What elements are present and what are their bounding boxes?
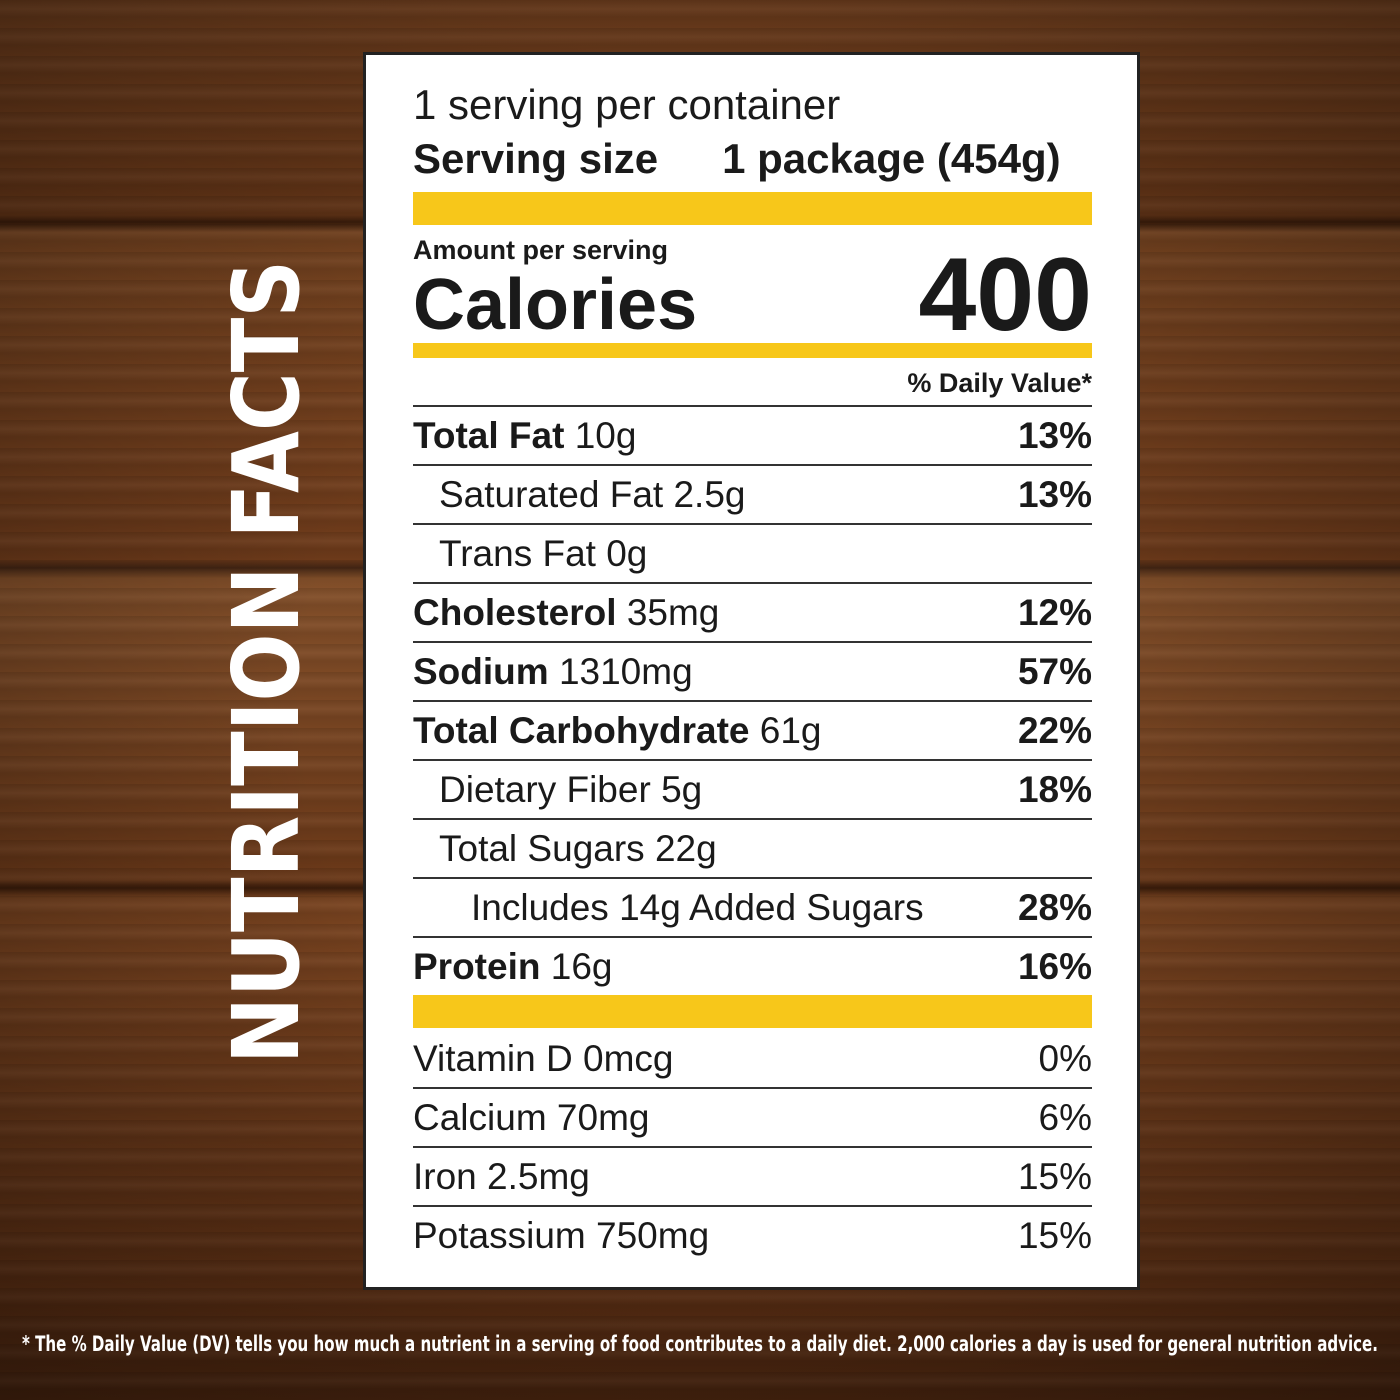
nutrient-dv: 18% [1017, 768, 1092, 810]
nutrition-label: 1 serving per container Serving size 1 p… [363, 52, 1140, 1290]
nutrient-name: Cholesterol [413, 591, 617, 633]
nutrient-name: Trans Fat [439, 532, 596, 574]
nutrient-amount: 35mg [626, 591, 720, 633]
servings: 1 serving per container [413, 81, 841, 128]
nutrient-row: Total Fat 10g 13% [413, 407, 1092, 466]
nutrient-amount: 2.5g [673, 473, 746, 515]
nutrient-name: Sodium [413, 650, 549, 692]
nutrient-amount: 5g [661, 768, 703, 810]
nutrient-row: Sodium 1310mg 57% [413, 643, 1092, 702]
vitamin-amount: 750mg [596, 1214, 710, 1256]
nutrient-dv: 12% [1017, 591, 1092, 633]
nutrient-row: Protein 16g 16% [413, 938, 1092, 995]
vitamin-name: Calcium [413, 1096, 547, 1138]
yellow-bar [413, 192, 1092, 225]
vitamin-dv: 0% [1038, 1037, 1092, 1079]
vitamin-name: Potassium [413, 1214, 586, 1256]
vitamin-name: Iron [413, 1155, 477, 1197]
nutrient-row: Trans Fat 0g [413, 525, 1092, 584]
nutrient-name: Total Fat [413, 414, 565, 456]
nutrient-dv: 16% [1017, 945, 1092, 987]
nutrient-name: Protein [413, 945, 541, 987]
amount-per-serving: Amount per serving [413, 235, 669, 265]
nutrient-dv: 13% [1017, 473, 1092, 515]
nutrient-name: Includes 14g Added Sugars [471, 886, 924, 928]
footnote: * The % Daily Value (DV) tells you how m… [22, 1332, 1378, 1356]
vitamin-row: Potassium 750mg 15% [413, 1207, 1092, 1264]
serving-size-label: Serving size [413, 135, 659, 182]
serving-size: Serving size 1 package (454g) [413, 135, 1092, 183]
nutrient-dv: 28% [1017, 886, 1092, 928]
yellow-bar [413, 343, 1092, 358]
nutrient-row: Total Sugars 22g [413, 820, 1092, 879]
nutrient-amount: 16g [550, 945, 613, 987]
nutrient-dv: 13% [1017, 414, 1092, 456]
vitamin-amount: 0mcg [583, 1037, 674, 1079]
nutrient-table: Total Fat 10g 13% Saturated Fat 2.5g 13% T… [413, 405, 1092, 995]
nutrient-row: Includes 14g Added Sugars 28% [413, 879, 1092, 938]
nutrient-dv: 22% [1017, 709, 1092, 751]
vitamin-table: Vitamin D 0mcg 0% Calcium 70mg 6% Iron 2.5… [413, 1030, 1092, 1264]
nutrient-row: Dietary Fiber 5g 18% [413, 761, 1092, 820]
vitamin-dv: 15% [1017, 1155, 1092, 1197]
side-title: NUTRITION FACTS [213, 260, 320, 1064]
nutrient-row: Total Carbohydrate 61g 22% [413, 702, 1092, 761]
vitamin-name: Vitamin D [413, 1037, 573, 1079]
nutrient-amount: 22g [654, 827, 717, 869]
vitamin-amount: 70mg [556, 1096, 650, 1138]
vitamin-row: Calcium 70mg 6% [413, 1089, 1092, 1148]
daily-value-header: % Daily Value* [907, 368, 1092, 398]
serving-size-value: 1 package (454g) [722, 135, 1061, 182]
nutrient-name: Dietary Fiber [439, 768, 651, 810]
vitamin-dv: 6% [1038, 1096, 1092, 1138]
calories-value: 400 [918, 237, 1092, 353]
vitamin-dv: 15% [1017, 1214, 1092, 1256]
yellow-bar [413, 995, 1092, 1028]
nutrient-amount: 1310mg [558, 650, 693, 692]
nutrient-amount: 61g [759, 709, 822, 751]
nutrient-name: Total Carbohydrate [413, 709, 750, 751]
vitamin-amount: 2.5mg [487, 1155, 590, 1197]
nutrient-name: Total Sugars [439, 827, 645, 869]
nutrient-row: Saturated Fat 2.5g 13% [413, 466, 1092, 525]
vitamin-row: Iron 2.5mg 15% [413, 1148, 1092, 1207]
calories-label: Calories [413, 265, 698, 345]
vitamin-row: Vitamin D 0mcg 0% [413, 1030, 1092, 1089]
nutrient-amount: 0g [606, 532, 648, 574]
nutrient-name: Saturated Fat [439, 473, 664, 515]
nutrient-dv: 57% [1017, 650, 1092, 692]
nutrient-row: Cholesterol 35mg 12% [413, 584, 1092, 643]
nutrient-amount: 10g [574, 414, 637, 456]
